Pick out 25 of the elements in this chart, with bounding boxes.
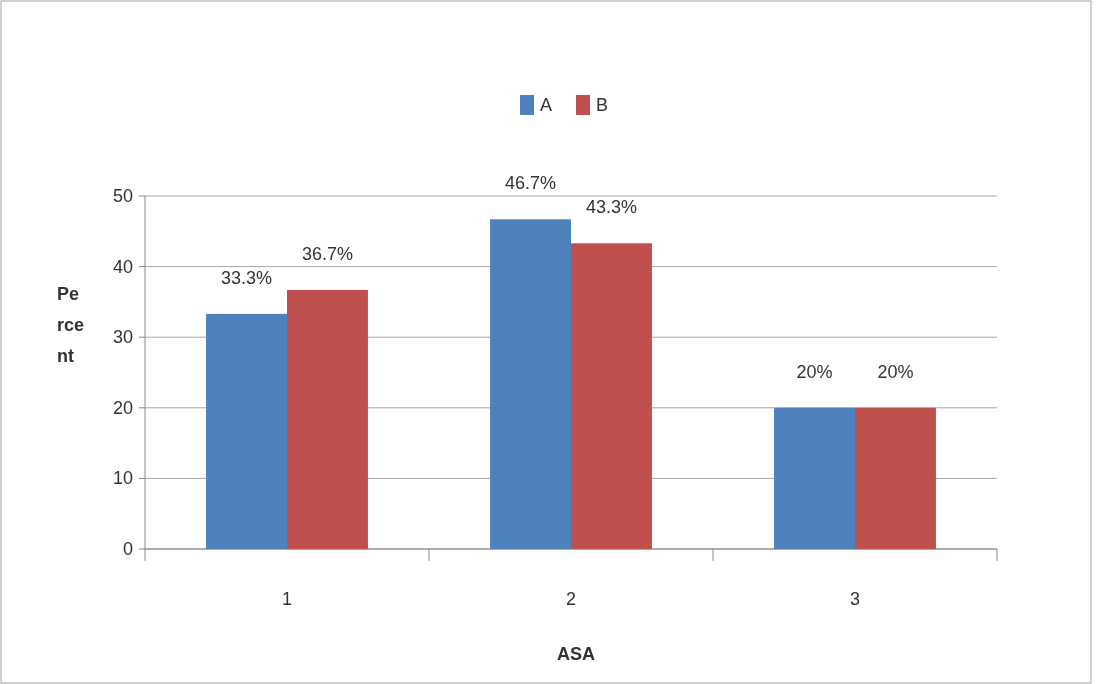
bar [855,407,936,549]
legend-label: A [540,95,553,115]
bar [206,313,287,549]
data-label: 46.7% [505,173,557,194]
x-tick-label: 3 [849,589,861,609]
y-tick-label: 10 [112,468,133,489]
data-label: 20% [877,361,914,382]
y-tick-label: 30 [112,327,133,348]
x-axis-title: ASA [556,644,596,664]
legend-label: B [596,95,609,115]
y-tick-label: 40 [112,256,133,277]
data-label: 43.3% [585,197,637,218]
bar [490,219,571,549]
data-label: 33.3% [221,267,273,288]
x-tick-label: 1 [281,589,293,609]
y-tick-label: 0 [122,539,133,559]
data-label: 36.7% [301,243,353,264]
y-axis-title: Percent [57,284,85,366]
y-tick-label: 50 [112,186,133,206]
y-tick-label: 20 [112,397,133,418]
bar [774,407,855,549]
x-tick-label: 2 [565,589,577,609]
bar [287,289,368,549]
bar [571,243,652,549]
data-label: 20% [796,361,833,382]
